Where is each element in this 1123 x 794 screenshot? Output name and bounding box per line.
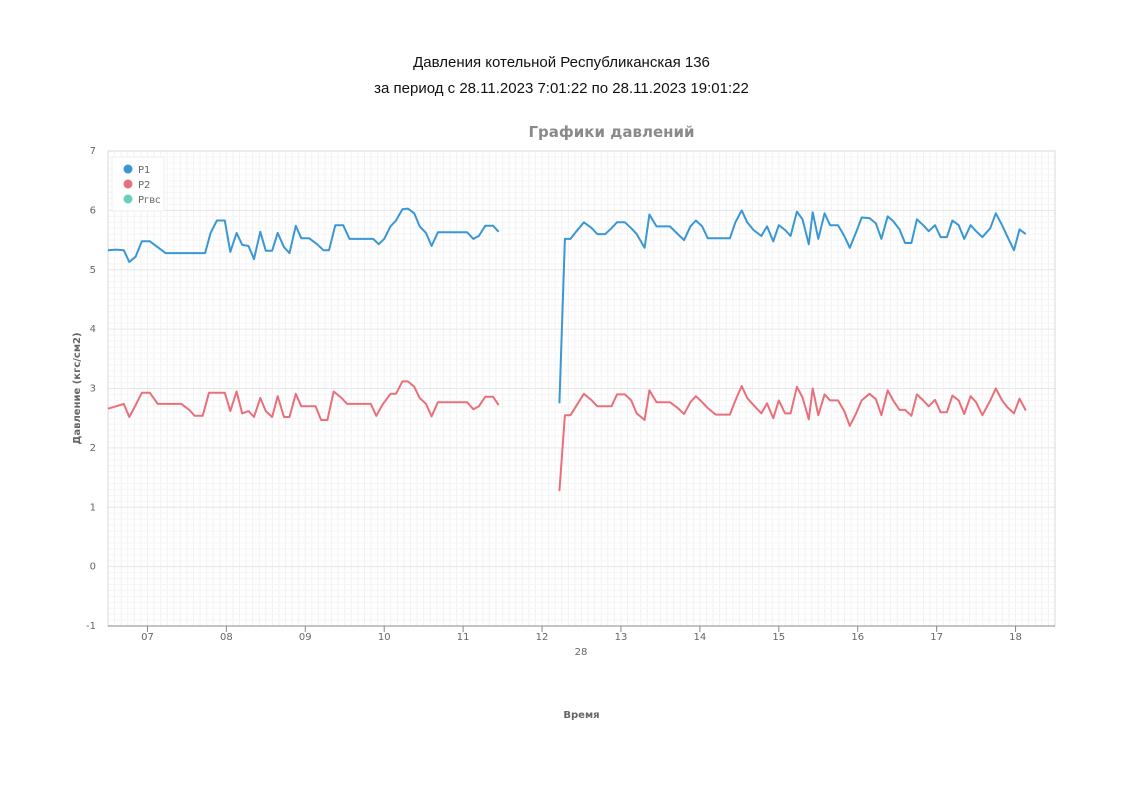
x-tick-label: 17 xyxy=(930,632,943,643)
series-line-p2-1 xyxy=(558,385,1027,492)
x-tick-label: 14 xyxy=(694,632,707,643)
x-tick-label: 12 xyxy=(536,632,549,643)
x-tick-label: 08 xyxy=(220,632,233,643)
legend-label-0: P1 xyxy=(138,165,150,176)
legend-label-1: P2 xyxy=(138,180,150,191)
series-layer xyxy=(107,207,1027,492)
legend-marker-0 xyxy=(123,164,133,174)
y-tick-label: -1 xyxy=(86,621,96,632)
chart-title: Графики давлений xyxy=(529,123,695,141)
x-tick-label: 18 xyxy=(1009,632,1022,643)
x-tick-label: 15 xyxy=(772,632,785,643)
x-tick-label: 09 xyxy=(299,632,312,643)
x-tick-label: 11 xyxy=(457,632,470,643)
series-line-p1-1 xyxy=(558,209,1027,404)
y-axis-label: Давление (кгс/см2) xyxy=(72,332,83,444)
chart-legend[interactable]: P1 P2 Ргвс xyxy=(111,156,165,212)
x-axis-date-label: 28 xyxy=(575,647,588,658)
legend-marker-2 xyxy=(123,194,133,204)
y-tick-label: 2 xyxy=(90,443,96,454)
report-title: Давления котельной Республиканская 136 xyxy=(413,54,710,71)
legend-box xyxy=(111,156,165,212)
x-tick-label: 13 xyxy=(615,632,628,643)
y-tick-label: 4 xyxy=(90,324,96,335)
y-tick-label: 3 xyxy=(90,384,96,395)
report-period: за период с 28.11.2023 7:01:22 по 28.11.… xyxy=(374,80,749,97)
x-tick-label: 07 xyxy=(141,632,154,643)
x-tick-label: 10 xyxy=(378,632,391,643)
x-tick-label: 16 xyxy=(851,632,864,643)
y-tick-label: 0 xyxy=(90,562,96,573)
x-axis-label: Время xyxy=(563,710,599,721)
series-line-p2-0 xyxy=(107,380,500,421)
y-tick-label: 7 xyxy=(90,146,96,157)
legend-label-2: Ргвс xyxy=(138,195,161,206)
y-tick-label: 1 xyxy=(90,502,96,513)
series-line-p1-0 xyxy=(107,207,500,263)
y-tick-label: 5 xyxy=(90,265,96,276)
y-tick-label: 6 xyxy=(90,205,96,216)
legend-marker-1 xyxy=(123,179,133,189)
